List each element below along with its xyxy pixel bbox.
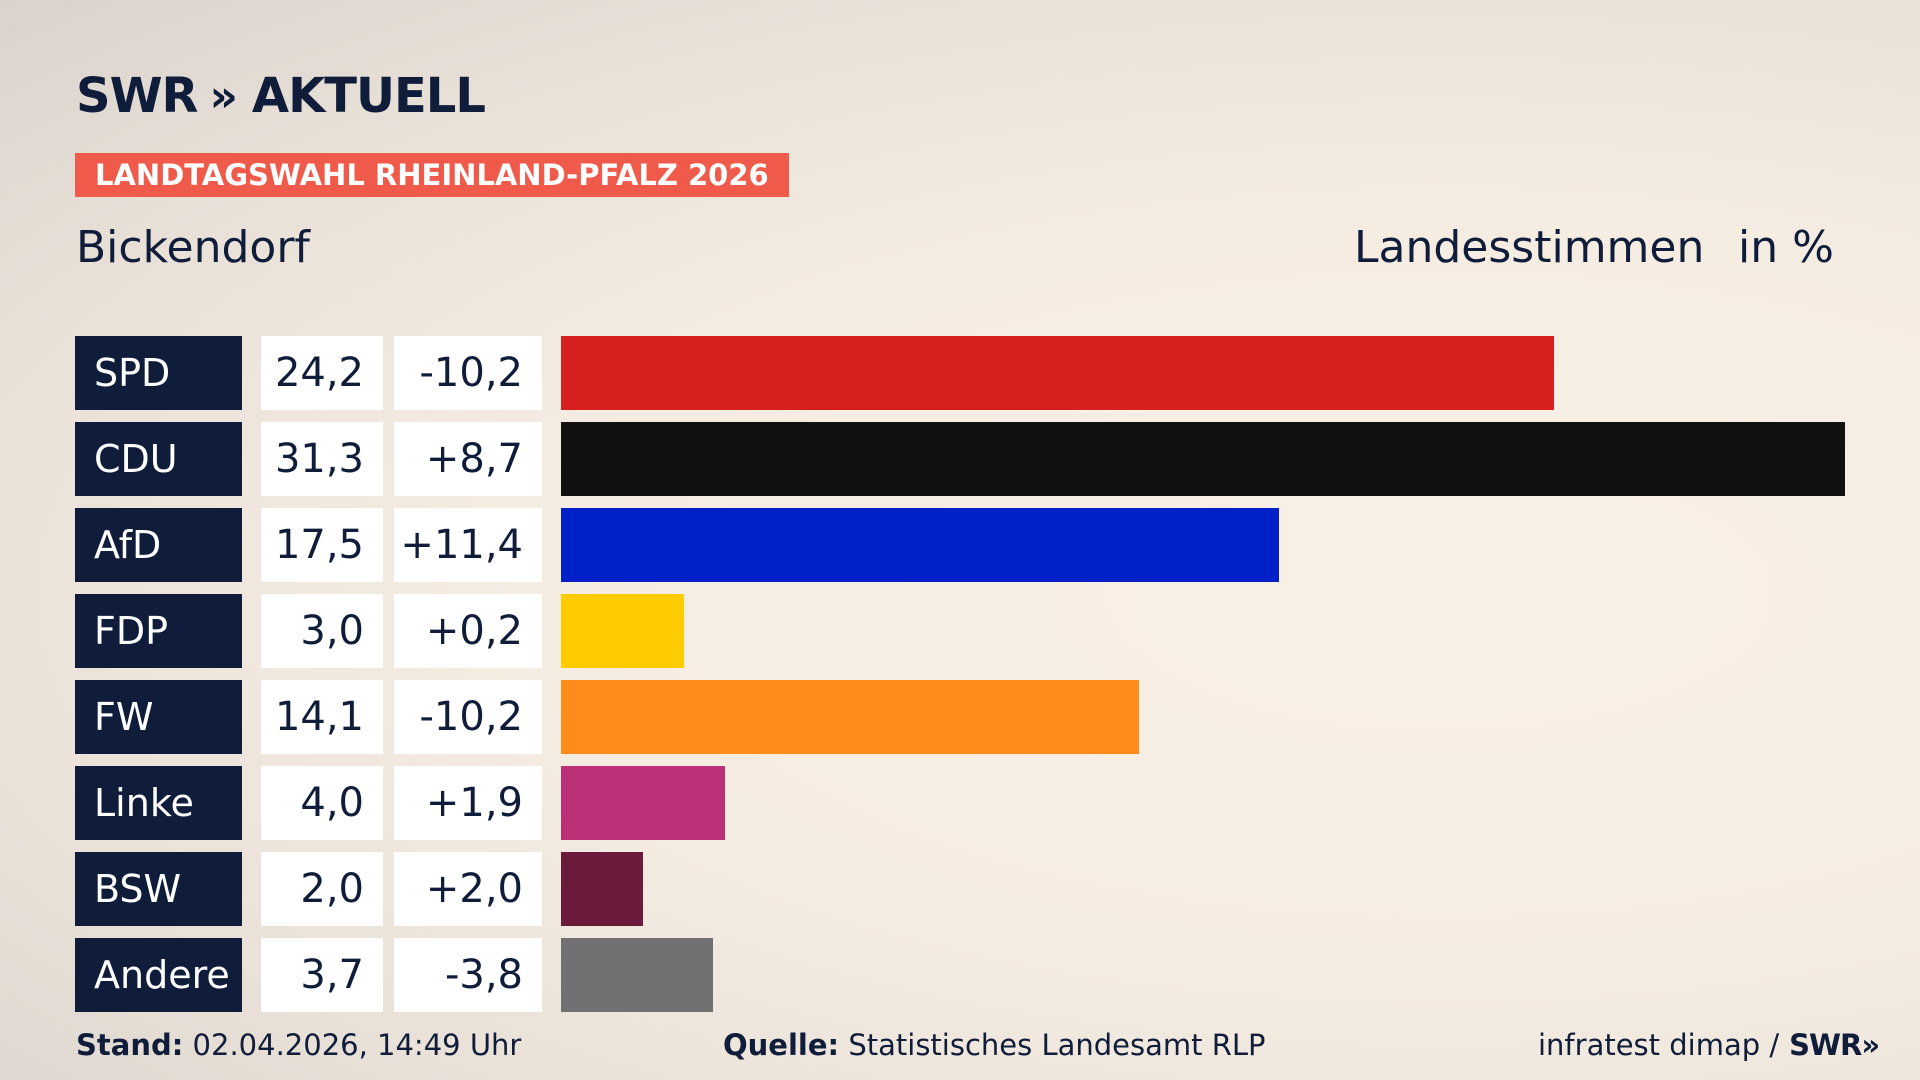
vote-change-value: -3,8 [394,938,542,1012]
result-row: Andere 3,7 -3,8 [75,938,1845,1012]
unit-label: in % [1738,222,1834,273]
bar-andere [561,938,713,1012]
double-chevron-icon: » [209,70,238,122]
result-row: FW 14,1 -10,2 [75,680,1845,754]
swr-small-logo: SWR» [1789,1028,1880,1062]
credit-info: infratest dimap / SWR» [1538,1028,1880,1062]
place-title: Bickendorf [76,222,310,273]
stand-value: 02.04.2026, 14:49 Uhr [192,1028,522,1062]
metric-label: Landesstimmen [1354,222,1705,273]
election-banner: LANDTAGSWAHL RHEINLAND-PFALZ 2026 [75,153,789,197]
party-label: FDP [75,594,242,668]
vote-share-value: 14,1 [261,680,383,754]
stand-label: Stand: [76,1028,184,1062]
party-label: Andere [75,938,242,1012]
result-row: BSW 2,0 +2,0 [75,852,1845,926]
bar-fdp [561,594,684,668]
bar-spd [561,336,1554,410]
bar-cdu [561,422,1845,496]
vote-change-value: +1,9 [394,766,542,840]
vote-change-value: -10,2 [394,336,542,410]
vote-change-value: +8,7 [394,422,542,496]
result-row: AfD 17,5 +11,4 [75,508,1845,582]
bar-bsw [561,852,643,926]
vote-share-value: 31,3 [261,422,383,496]
result-row: SPD 24,2 -10,2 [75,336,1845,410]
stand-info: Stand: 02.04.2026, 14:49 Uhr [76,1028,521,1062]
party-label: Linke [75,766,242,840]
party-label: FW [75,680,242,754]
vote-share-value: 3,7 [261,938,383,1012]
double-chevron-icon: » [1861,1028,1880,1062]
bar-afd [561,508,1279,582]
vote-share-value: 24,2 [261,336,383,410]
result-row: CDU 31,3 +8,7 [75,422,1845,496]
bar-linke [561,766,725,840]
source-value: Statistisches Landesamt RLP [848,1028,1266,1062]
result-row: FDP 3,0 +0,2 [75,594,1845,668]
source-info: Quelle: Statistisches Landesamt RLP [723,1028,1266,1062]
vote-share-value: 4,0 [261,766,383,840]
vote-change-value: -10,2 [394,680,542,754]
party-label: AfD [75,508,242,582]
vote-change-value: +11,4 [394,508,542,582]
vote-share-value: 17,5 [261,508,383,582]
party-label: CDU [75,422,242,496]
party-label: SPD [75,336,242,410]
source-label: Quelle: [723,1028,840,1062]
vote-share-value: 3,0 [261,594,383,668]
aktuell-wordmark: AKTUELL [251,68,486,124]
vote-change-value: +0,2 [394,594,542,668]
bar-fw [561,680,1139,754]
vote-share-value: 2,0 [261,852,383,926]
swr-wordmark: SWR [76,68,198,124]
vote-change-value: +2,0 [394,852,542,926]
credit-text: infratest dimap / [1538,1028,1780,1062]
result-row: Linke 4,0 +1,9 [75,766,1845,840]
swr-aktuell-logo: SWR» AKTUELL [76,68,486,124]
party-label: BSW [75,852,242,926]
